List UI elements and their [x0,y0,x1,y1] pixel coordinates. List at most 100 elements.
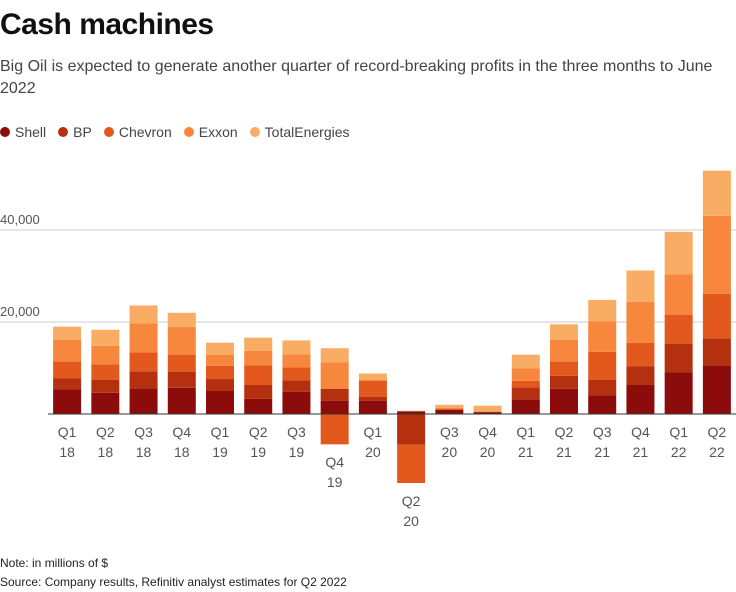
bar-segment [664,343,693,373]
chart-title: Cash machines [0,8,214,41]
legend-swatch [0,127,10,137]
bar-segment [206,342,234,355]
legend-swatch [249,127,260,137]
x-tick-label: Q4 18 [172,424,192,460]
legend-item: Chevron [103,124,172,140]
bar-segment [91,379,120,393]
x-tick-label: Q2 19 [248,424,268,460]
bar-segment [91,329,120,346]
bar-segment [244,337,273,351]
bar-segment [588,379,617,396]
bar-segment [167,327,196,355]
bar-segment [397,411,426,414]
x-tick-label: Q1 19 [210,424,230,460]
legend-label: Chevron [118,124,172,140]
bar-segment [550,388,578,414]
x-tick-label: Q4 21 [631,424,650,460]
bar-segment [129,323,158,353]
bar-segment [626,366,655,386]
bar-segment [167,387,196,414]
x-tick-label: Q2 20 [401,493,421,529]
bar-segment [53,326,82,340]
y-tick-label: 20,000 [0,304,40,319]
bar-segment [397,444,426,483]
x-tick-label: Q1 21 [516,424,536,460]
bar-segment [626,342,655,367]
bar-segment [588,351,617,380]
legend-swatch [58,127,69,137]
x-tick-label: Q3 18 [134,424,153,460]
bar-segment [358,373,387,381]
bar-segment [702,170,731,216]
bar-segment [397,414,426,445]
x-tick-label: Q1 22 [669,424,688,460]
bar-segment [511,380,540,388]
legend-swatch [103,127,114,137]
x-tick-label: Q2 18 [95,424,115,460]
bar-segment [435,409,464,414]
bar-segment [53,389,82,414]
bar-segment [358,400,387,414]
bar-segment [550,375,578,389]
bar-segment [129,305,158,324]
x-tick-label: Q2 21 [554,424,574,460]
bar-segment [129,371,158,389]
bar-segment [626,301,655,343]
note: Note: in millions of $ [0,556,109,570]
legend-swatch [183,127,194,137]
bar-segment [282,367,311,381]
x-tick-label: Q4 19 [325,454,344,491]
bar-segment [588,299,617,322]
bar-segment [244,385,273,399]
legend-label: TotalEnergies [264,124,350,140]
legend-label: BP [73,124,92,140]
bar-segment [206,354,234,366]
bar-segment [511,368,540,381]
bar-segment [473,412,502,414]
bar-segment [435,404,464,409]
bar-segment [206,365,234,380]
bar-segment [664,274,693,315]
x-tick-label: Q4 20 [478,424,497,460]
bar-segment [664,372,693,414]
bar-segment [282,354,311,368]
bar-segment [588,395,617,414]
x-tick-label: Q3 21 [592,424,612,460]
bar-segment [473,405,502,412]
bar-segment [588,321,617,352]
bar-segment [91,345,120,365]
x-tick-label: Q3 20 [439,424,459,460]
bar-segment [511,399,540,414]
bar-segment [91,364,120,380]
bar-segment [664,314,693,344]
bar-segment [626,385,655,414]
bar-segment [626,270,655,302]
bar-segment [320,400,349,414]
bar-segment [53,378,82,390]
bar-segment [206,391,234,414]
bar-segment [167,354,196,372]
bar-segment [550,339,578,362]
bar-segment [358,396,387,401]
legend-label: Shell [15,124,47,140]
bar-segment [282,340,311,355]
legend-item: Exxon [183,124,238,140]
bar-segment [550,361,578,376]
bar-segment [320,414,349,445]
x-tick-label: Q1 18 [57,424,77,460]
legend-label: Exxon [198,124,238,140]
bar-segment [53,361,82,379]
bar-segment [664,231,693,275]
bar-segment [282,391,311,414]
bar-segment [435,408,464,410]
chart-subtitle: Big Oil is expected to generate another … [0,58,713,97]
bar-segment [244,365,273,386]
legend-item: TotalEnergies [249,124,350,140]
bar-segment [511,387,540,400]
bar-segment [320,348,349,363]
bar-segment [129,352,158,372]
y-tick-label: 40,000 [0,212,40,227]
bar-segment [702,215,731,294]
legend: Shell BP Chevron Exxon TotalEnergies [0,124,362,140]
